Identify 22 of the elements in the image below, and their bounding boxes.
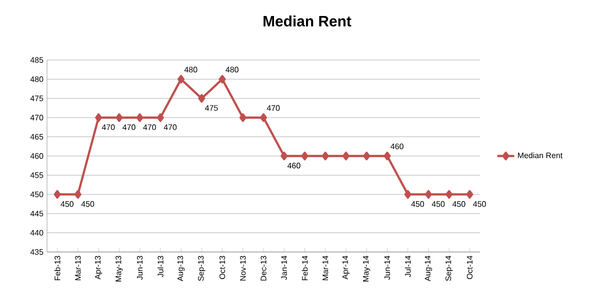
point: [301, 152, 308, 160]
point: [342, 152, 350, 160]
point: [198, 94, 206, 103]
point: [280, 152, 288, 160]
point: [446, 190, 453, 199]
point: [260, 113, 267, 122]
point: [178, 74, 185, 84]
chart-title: Median Rent: [264, 16, 352, 26]
point: [116, 113, 123, 122]
point: [404, 190, 412, 199]
point: [424, 190, 432, 199]
point: [136, 113, 144, 122]
point: [466, 190, 474, 199]
point: [384, 152, 391, 160]
point: [239, 113, 246, 122]
point: [156, 113, 164, 122]
point: [363, 152, 370, 160]
point: [95, 113, 102, 122]
point: [54, 190, 61, 199]
point: [74, 190, 82, 199]
point: [218, 74, 226, 84]
point: [322, 152, 329, 160]
